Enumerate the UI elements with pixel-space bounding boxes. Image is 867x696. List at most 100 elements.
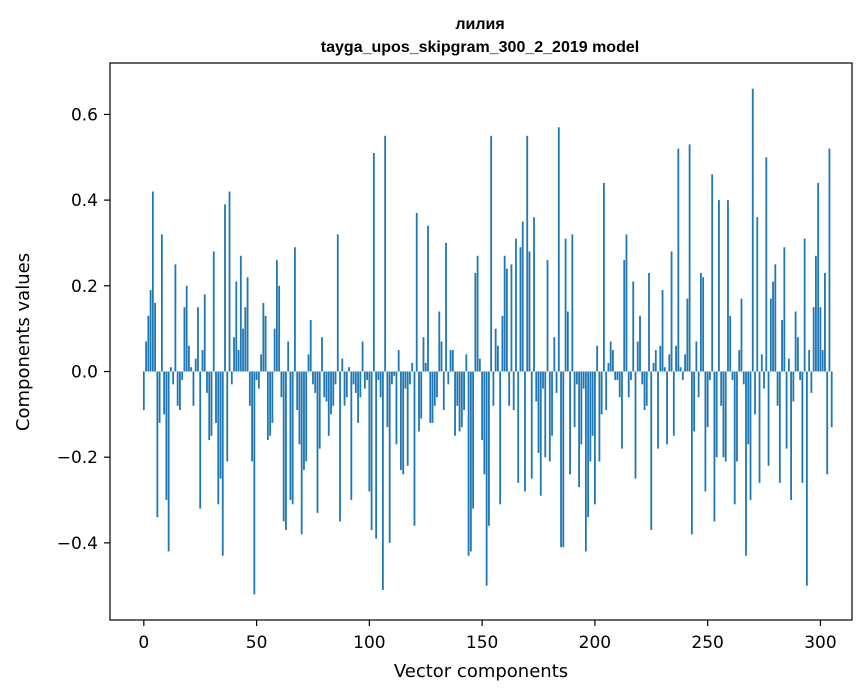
- bar-118: [409, 371, 411, 385]
- bar-277: [767, 371, 770, 466]
- y-tick-label: 0.6: [71, 105, 98, 125]
- bar-28: [206, 371, 208, 393]
- bar-119: [411, 362, 414, 372]
- bar-159: [501, 315, 504, 372]
- bar-253: [713, 371, 716, 522]
- bar-137: [451, 350, 454, 372]
- y-tick-label: 0.0: [71, 362, 98, 382]
- bar-151: [483, 371, 486, 475]
- bar-51: [257, 371, 260, 389]
- bar-154: [490, 135, 493, 372]
- bar-274: [760, 354, 763, 372]
- bar-3: [149, 290, 152, 372]
- bar-169: [524, 371, 526, 492]
- bar-97: [361, 341, 364, 372]
- bar-225: [650, 371, 653, 531]
- bar-262: [733, 371, 736, 505]
- bar-72: [305, 371, 308, 462]
- bar-267: [745, 371, 747, 556]
- bar-5: [154, 302, 156, 372]
- bar-105: [379, 371, 382, 398]
- bar-212: [621, 371, 623, 449]
- bar-87: [339, 371, 341, 522]
- y-tick-label: −0.4: [57, 534, 98, 554]
- bar-42: [237, 350, 240, 372]
- bar-62: [282, 371, 285, 522]
- bar-17: [181, 371, 184, 381]
- bar-123: [420, 371, 423, 419]
- bar-10: [165, 371, 168, 501]
- bar-116: [404, 371, 407, 389]
- bar-146: [472, 371, 474, 509]
- bar-155: [492, 371, 495, 406]
- bar-58: [273, 328, 276, 372]
- bar-39: [230, 371, 233, 385]
- bar-270: [751, 88, 754, 372]
- bar-61: [280, 371, 283, 398]
- bar-289: [794, 311, 797, 372]
- bar-48: [251, 371, 253, 462]
- bar-46: [246, 277, 249, 372]
- bar-241: [686, 298, 689, 372]
- bar-111: [393, 371, 396, 376]
- bar-164: [512, 371, 515, 411]
- bar-37: [226, 371, 229, 462]
- bar-180: [548, 371, 551, 462]
- bar-168: [521, 221, 524, 372]
- bar-281: [776, 371, 779, 406]
- bar-275: [763, 371, 765, 389]
- bar-70: [300, 371, 303, 535]
- bar-79: [321, 337, 323, 372]
- bar-203: [600, 371, 603, 415]
- bar-297: [812, 307, 815, 372]
- bar-130: [436, 371, 438, 398]
- bars-group: [142, 88, 833, 595]
- bar-136: [449, 350, 452, 372]
- bar-184: [557, 127, 560, 372]
- bar-142: [463, 371, 465, 411]
- bar-300: [819, 307, 822, 372]
- bar-245: [695, 341, 698, 372]
- bar-209: [614, 371, 617, 381]
- bar-196: [584, 371, 587, 552]
- bar-49: [253, 371, 256, 595]
- bar-55: [266, 371, 269, 441]
- y-tick-label: −0.2: [57, 448, 98, 468]
- bar-71: [303, 371, 305, 471]
- bar-286: [787, 358, 790, 372]
- bar-222: [643, 371, 646, 411]
- bar-117: [406, 371, 409, 466]
- bar-250: [706, 371, 709, 428]
- bar-100: [368, 371, 371, 492]
- bar-144: [467, 371, 470, 556]
- bar-237: [677, 148, 680, 372]
- bar-1: [145, 341, 147, 372]
- bar-236: [675, 345, 677, 372]
- bar-208: [612, 350, 614, 372]
- bar-279: [772, 281, 774, 372]
- bar-16: [179, 371, 181, 411]
- bar-161: [506, 268, 508, 372]
- bar-269: [749, 371, 752, 501]
- bar-248: [702, 277, 705, 372]
- x-tick-label: 0: [138, 633, 149, 653]
- bar-257: [722, 371, 725, 458]
- bar-175: [537, 371, 540, 453]
- bar-233: [668, 354, 671, 372]
- bar-141: [460, 371, 463, 428]
- bar-296: [810, 371, 813, 393]
- bar-186: [562, 371, 565, 548]
- x-tick-label: 250: [691, 633, 723, 653]
- bar-21: [190, 367, 193, 372]
- bar-147: [474, 272, 477, 372]
- bar-227: [654, 350, 657, 372]
- bar-6: [156, 371, 159, 518]
- bar-30: [210, 371, 213, 436]
- bar-185: [560, 371, 562, 548]
- bar-217: [632, 281, 635, 372]
- bar-162: [508, 371, 511, 406]
- bar-24: [197, 307, 199, 372]
- bar-7: [158, 371, 161, 423]
- bar-199: [591, 371, 594, 436]
- bar-260: [729, 315, 732, 372]
